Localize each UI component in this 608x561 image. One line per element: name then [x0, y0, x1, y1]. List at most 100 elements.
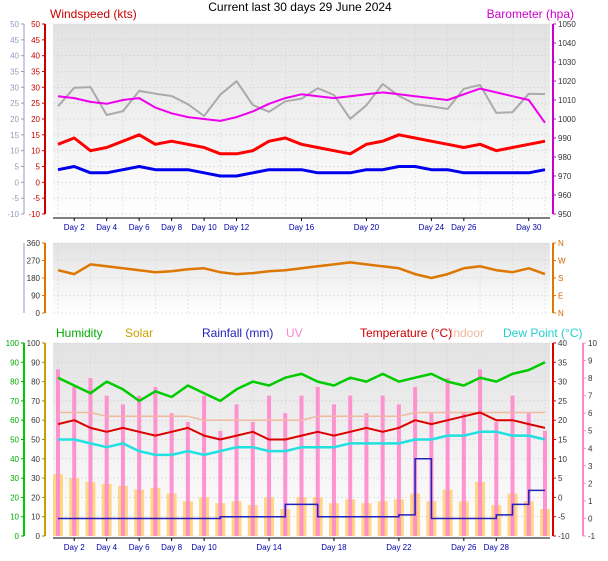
temp-x-axis-label: Day 2 [64, 543, 85, 552]
wind-x-axis-label: Day 26 [451, 223, 477, 232]
uv-bar [510, 395, 515, 536]
wind-x-axis-label: Day 6 [129, 223, 150, 232]
direction-left-axis-tick-label: 270 [27, 257, 41, 266]
wind-left-axis-tick-label: -10 [7, 210, 19, 219]
temperature-axis-tick-label: 10 [558, 455, 567, 464]
uv-bar [364, 413, 369, 536]
wind-left-axis-tick-label: 40 [10, 52, 19, 61]
barometer-axis-tick-label: 980 [558, 153, 572, 162]
uv-bar [137, 395, 142, 536]
wind-left-axis-tick-label: 35 [10, 68, 19, 77]
uv-axis-tick-label: 3 [588, 462, 593, 471]
wind-x-axis-label: Day 8 [161, 223, 182, 232]
uv-bar [88, 378, 93, 536]
direction-left-axis-tick-label: 90 [31, 292, 40, 301]
temp-x-axis-label: Day 4 [96, 543, 117, 552]
uv-axis-tick-label: 10 [588, 339, 597, 348]
uv-bar [445, 378, 450, 536]
wind-inner-axis-tick-label: 15 [31, 131, 40, 140]
uv-bar [72, 386, 77, 536]
humidity-axis-tick-label: 80 [10, 378, 19, 387]
uv-axis-tick-label: 9 [588, 357, 593, 366]
humidity-axis-tick-label: 50 [10, 436, 19, 445]
wind-left-axis-tick-label: 0 [15, 178, 20, 187]
wind-x-axis-label: Day 30 [516, 223, 542, 232]
barometer-axis-tick-label: 950 [558, 210, 572, 219]
wind-average-line [57, 165, 546, 178]
wind-x-axis-label: Day 16 [289, 223, 315, 232]
wind-left-axis-tick-label: 45 [10, 36, 19, 45]
wind-x-axis-label: Day 10 [191, 223, 217, 232]
direction-compass-axis-tick-label: N [558, 239, 564, 248]
humidity-axis-tick-label: 0 [15, 532, 20, 541]
wind-inner-axis-tick-label: 35 [31, 68, 40, 77]
direction-compass-axis-tick-label: E [558, 292, 563, 301]
uv-axis-tick-label: 4 [588, 444, 593, 453]
temp-x-axis-label: Day 28 [484, 543, 510, 552]
direction-compass-axis-tick-label: W [558, 257, 566, 266]
barometer-axis-tick-label: 1010 [558, 96, 576, 105]
dewpoint-line [58, 430, 546, 457]
axes-layer: -10-505101520253035404550-10-50510152025… [6, 20, 598, 552]
direction-compass-axis-tick-label: N [558, 309, 564, 318]
wind-inner-axis-tick-label: -5 [33, 194, 41, 203]
temperature-axis-tick-label: 25 [558, 397, 567, 406]
legend-humidity: Humidity [56, 326, 103, 340]
rainfall-line [58, 458, 545, 520]
wind-left-axis-tick-label: 50 [10, 20, 19, 29]
temperature-line [57, 411, 546, 441]
uv-bar [120, 404, 125, 536]
temp-chart-legend: Humidity Solar Rainfall (mm) UV Temperat… [56, 326, 582, 340]
direction-left-axis-tick-label: 180 [27, 274, 41, 283]
solar-axis-tick-label: 0 [36, 532, 41, 541]
wind-inner-axis-tick-label: 50 [31, 20, 40, 29]
uv-axis-tick-label: 0 [588, 514, 593, 523]
wind-x-axis-label: Day 20 [354, 223, 380, 232]
humidity-line [57, 361, 546, 403]
barometer-line [57, 87, 546, 124]
temperature-axis-tick-label: 30 [558, 378, 567, 387]
wind-x-axis-label: Day 12 [224, 223, 250, 232]
direction-left-axis-tick-label: 360 [27, 239, 41, 248]
uv-bar [526, 413, 531, 536]
direction-line [57, 261, 546, 280]
wind-left-axis-tick-label: 25 [10, 99, 19, 108]
solar-axis-tick-label: 80 [31, 378, 40, 387]
uv-bar [478, 369, 483, 536]
uv-bar [218, 430, 223, 536]
uv-axis-tick-label: 8 [588, 374, 593, 383]
humidity-axis-tick-label: 10 [10, 513, 19, 522]
temp-x-axis-label: Day 6 [129, 543, 150, 552]
solar-axis-tick-label: 100 [27, 339, 41, 348]
solar-axis-tick-label: 10 [31, 513, 40, 522]
solar-axis-tick-label: 20 [31, 493, 40, 502]
solar-axis-tick-label: 70 [31, 397, 40, 406]
legend-indoor: Indoor [450, 326, 484, 340]
uv-bar [234, 404, 239, 536]
wind-inner-axis-tick-label: -10 [28, 210, 40, 219]
temp-x-axis-label: Day 10 [191, 543, 217, 552]
solar-axis-tick-label: 40 [31, 455, 40, 464]
temperature-axis-tick-label: 20 [558, 416, 567, 425]
humidity-axis-tick-label: 70 [10, 397, 19, 406]
barometer-axis-tick-label: 960 [558, 191, 572, 200]
temperature-axis-tick-label: 5 [558, 474, 563, 483]
humidity-axis-tick-label: 20 [10, 493, 19, 502]
wind-inner-axis-tick-label: 25 [31, 99, 40, 108]
legend-uv: UV [286, 326, 303, 340]
temp-x-axis-label: Day 14 [256, 543, 282, 552]
temp-x-axis-label: Day 22 [386, 543, 412, 552]
wind-inner-axis-tick-label: 30 [31, 83, 40, 92]
uv-axis-tick-label: -1 [588, 532, 596, 541]
temp-x-axis-label: Day 8 [161, 543, 182, 552]
barometer-axis-tick-label: 990 [558, 134, 572, 143]
wind-x-axis-label: Day 2 [64, 223, 85, 232]
wind-left-axis-tick-label: 20 [10, 115, 19, 124]
uv-bar [185, 421, 190, 536]
wind-panel-background [53, 24, 550, 220]
uv-axis-tick-label: 1 [588, 497, 593, 506]
uv-axis-tick-label: 6 [588, 409, 593, 418]
uv-bar [267, 395, 272, 536]
wind-gust-line [57, 133, 546, 156]
